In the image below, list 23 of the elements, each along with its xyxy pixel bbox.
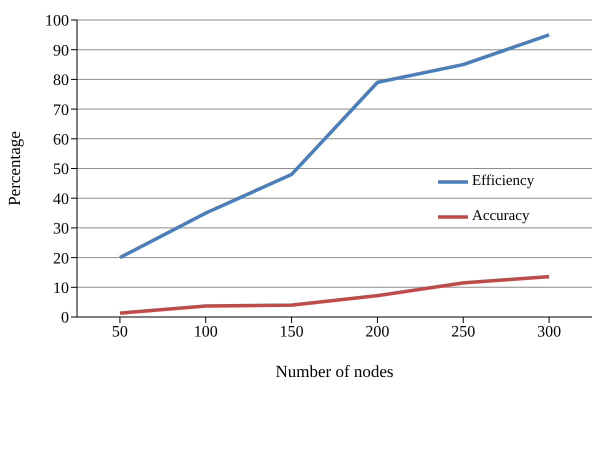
x-tick-label: 200 [365, 323, 390, 340]
x-tick-label: 100 [194, 323, 218, 340]
y-tick-label: 80 [53, 72, 69, 90]
legend-label: Accuracy [472, 208, 530, 225]
x-tick-label: 250 [451, 323, 476, 340]
y-tick-label: 50 [53, 161, 69, 178]
x-tick-label: 300 [537, 323, 562, 340]
y-axis-title: Percentage [5, 131, 24, 206]
line-series [118, 274, 551, 315]
x-tick-label: 50 [112, 323, 128, 340]
x-axis-title: Number of nodes [275, 362, 394, 381]
y-tick-label: 0 [61, 310, 69, 327]
y-tick-label: 30 [53, 220, 69, 238]
y-tick-label: 60 [53, 131, 69, 148]
y-tick-label: 100 [45, 12, 69, 30]
legend-label: Efficiency [472, 173, 534, 190]
y-tick-label: 90 [53, 42, 69, 60]
line-series [118, 33, 551, 260]
y-tick-label: 10 [53, 280, 69, 297]
y-tick-label: 40 [53, 190, 69, 208]
y-tick-label: 20 [53, 250, 69, 268]
y-tick-label: 70 [53, 102, 69, 119]
x-tick-label: 150 [280, 323, 304, 340]
